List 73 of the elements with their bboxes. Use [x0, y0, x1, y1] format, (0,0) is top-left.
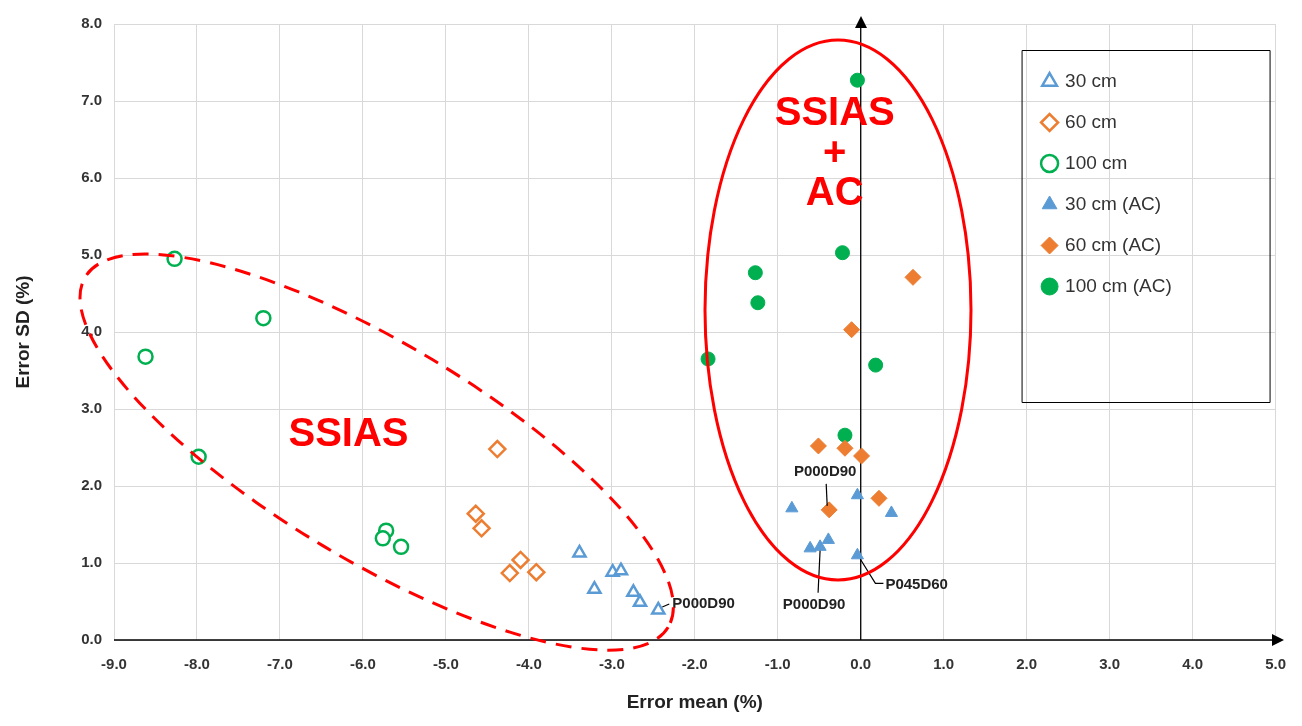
x-tick-label: -6.0	[349, 655, 376, 673]
x-tick-label: -3.0	[598, 655, 625, 673]
point	[626, 584, 641, 598]
point	[472, 519, 491, 538]
x-tick-label: -1.0	[764, 655, 791, 673]
point	[488, 439, 507, 459]
y-tick-label: 4.0	[81, 322, 102, 340]
y-tick-label: 3.0	[81, 399, 102, 417]
y-tick-label: 8.0	[81, 14, 102, 32]
point	[747, 265, 763, 281]
point	[374, 530, 392, 547]
x-tick-label: -9.0	[101, 655, 127, 673]
point	[572, 544, 587, 558]
legend-label: 60 cm	[1065, 110, 1117, 132]
y-tick-label: 2.0	[81, 476, 102, 494]
x-tick-label: 5.0	[1265, 655, 1286, 673]
x-tick-label: -5.0	[432, 655, 459, 673]
point	[870, 489, 888, 507]
x-tick-label: 2.0	[1016, 655, 1038, 673]
point	[750, 295, 766, 311]
x-tick-label: -2.0	[681, 655, 708, 673]
point	[868, 357, 884, 373]
annotation: P000D90	[672, 594, 735, 612]
point	[785, 500, 799, 513]
point	[849, 72, 865, 88]
point	[820, 501, 838, 519]
y-tick-label: 7.0	[81, 91, 102, 109]
point	[650, 601, 666, 615]
legend-label: 100 cm	[1065, 151, 1128, 173]
point	[837, 427, 853, 443]
x-tick-label: -8.0	[184, 655, 210, 673]
point	[803, 540, 817, 553]
y-tick-label: 1.0	[81, 553, 102, 571]
point	[843, 321, 861, 339]
point	[904, 268, 922, 286]
point	[466, 504, 485, 523]
annotation: P045D60	[885, 575, 948, 593]
y-axis-title: Error SD (%)	[11, 275, 33, 389]
point	[255, 309, 272, 327]
x-tick-label: 1.0	[933, 655, 955, 673]
point	[500, 563, 520, 583]
point	[527, 562, 546, 582]
point	[834, 245, 850, 261]
x-axis-title: Error mean (%)	[626, 690, 763, 712]
point	[809, 437, 827, 455]
legend-label: 60 cm (AC)	[1065, 233, 1162, 255]
point	[613, 562, 629, 576]
legend-label: 30 cm	[1065, 69, 1117, 91]
x-tick-label: 4.0	[1182, 655, 1204, 673]
x-tick-label: 3.0	[1099, 655, 1121, 673]
annotation: P000D90	[793, 462, 857, 480]
point	[511, 550, 530, 570]
point	[632, 594, 648, 608]
annotation: SSIAS	[288, 409, 409, 454]
point	[813, 539, 827, 551]
legend-label: 100 cm (AC)	[1065, 274, 1172, 296]
point	[836, 439, 854, 457]
point	[587, 580, 602, 594]
x-tick-label: 0.0	[850, 655, 872, 673]
y-tick-label: 0.0	[81, 630, 102, 648]
point	[821, 532, 835, 544]
point	[850, 547, 864, 560]
x-tick-label: -7.0	[267, 655, 293, 673]
annotation: P000D90	[782, 594, 846, 612]
point	[137, 348, 154, 365]
point	[853, 447, 871, 465]
point	[884, 505, 898, 517]
x-tick-label: -4.0	[515, 655, 542, 673]
y-tick-label: 5.0	[81, 245, 102, 263]
point	[392, 538, 410, 556]
y-tick-label: 6.0	[81, 168, 102, 186]
point	[850, 487, 864, 500]
legend-label: 30 cm (AC)	[1065, 192, 1162, 214]
